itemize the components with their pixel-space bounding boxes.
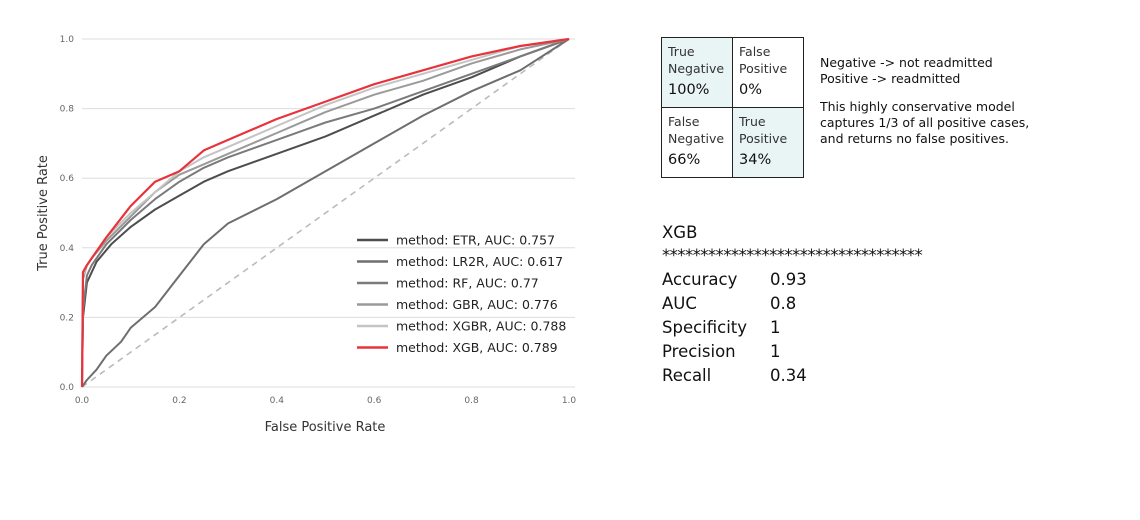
legend-label: method: XGB, AUC: 0.789 (396, 340, 558, 355)
legend-label: method: GBR, AUC: 0.776 (396, 297, 558, 312)
cm-cell-true-negative: True Negative 100% (661, 37, 733, 108)
roc-curve-6 (80, 37, 570, 388)
metric-value: 1 (770, 342, 781, 361)
note-negative: Negative -> not readmitted (820, 55, 993, 70)
y-tick-label: 0.6 (60, 174, 75, 184)
model-title: XGB (662, 223, 698, 242)
note-positive: Positive -> readmitted (820, 71, 961, 86)
roc-curve-1 (81, 38, 570, 388)
cm-label: False Positive (739, 44, 788, 76)
metric-name: Specificity (662, 318, 748, 337)
metric-row: AUC 0.8 (662, 292, 807, 316)
x-axis-title: False Positive Rate (265, 420, 386, 435)
y-tick-label: 1.0 (60, 35, 75, 45)
x-tick-label: 0.8 (464, 396, 479, 406)
note-summary: This highly conservative model captures … (820, 99, 1030, 146)
legend-label: method: XGBR, AUC: 0.788 (396, 319, 566, 334)
metric-row: Precision 1 (662, 340, 807, 364)
roc-curves (80, 37, 570, 388)
chance-diagonal-line (81, 38, 570, 388)
y-tick-label: 0.0 (60, 383, 75, 393)
x-tick-label: 0.4 (270, 396, 285, 406)
legend-label: method: LR2R, AUC: 0.617 (396, 254, 563, 269)
legend-label: method: RF, AUC: 0.77 (396, 276, 539, 291)
metric-name: Precision (662, 342, 736, 361)
cm-value: 0% (739, 82, 763, 98)
y-tick-label: 0.8 (60, 105, 75, 115)
y-axis-title: True Positive Rate (36, 155, 51, 272)
roc-curve-3 (81, 38, 570, 388)
cm-value: 66% (668, 152, 701, 168)
cm-value: 100% (668, 82, 710, 98)
metric-name: Recall (662, 366, 712, 385)
cm-cell-false-positive: False Positive 0% (732, 37, 804, 108)
legend-label: method: ETR, AUC: 0.757 (396, 233, 555, 248)
cm-value: 34% (739, 152, 772, 168)
x-tick-label: 1.0 (562, 396, 577, 406)
axis-ticks: 0.0 0.2 0.4 0.6 0.8 1.0 0.0 0.2 0.4 0.6 0.8 1.0 (60, 35, 577, 406)
roc-chart: 0.0 0.2 0.4 0.6 0.8 1.0 0.0 0.2 0.4 0.6 0.8 1.0 Fal… (36, 35, 577, 435)
metric-value: 0.93 (770, 270, 807, 289)
cm-label: False Negative (668, 114, 725, 146)
confusion-matrix: True Negative 100% False Positive 0% Fal… (661, 37, 804, 178)
cm-label: True Negative (668, 44, 725, 76)
roc-curve-2 (81, 38, 570, 388)
x-tick-label: 0.6 (367, 396, 382, 406)
y-tick-label: 0.4 (60, 244, 75, 254)
metric-value: 0.8 (770, 294, 797, 313)
y-tick-label: 0.2 (60, 313, 74, 323)
metric-name: AUC (662, 294, 697, 313)
metric-name: Accuracy (662, 270, 738, 289)
cm-label: True Positive (739, 114, 788, 146)
metrics-table: Accuracy 0.93 AUC 0.8 Specificity 1 Prec… (662, 268, 807, 388)
metric-row: Recall 0.34 (662, 364, 807, 388)
cm-cell-true-positive: True Positive 34% (732, 107, 804, 178)
metric-row: Accuracy 0.93 (662, 268, 807, 292)
x-tick-label: 0.0 (75, 396, 90, 406)
chart-legend: method: ETR, AUC: 0.757 method: LR2R, AUC… (357, 233, 566, 355)
metric-row: Specificity 1 (662, 316, 807, 340)
x-tick-label: 0.2 (172, 396, 186, 406)
metric-value: 0.34 (770, 366, 807, 385)
cm-cell-false-negative: False Negative 66% (661, 107, 733, 178)
separator-line: ********************************** (662, 246, 923, 265)
class-notes: Negative -> not readmitted Positive -> r… (820, 55, 1050, 147)
metric-value: 1 (770, 318, 781, 337)
metrics-panel: XGB ********************************** A… (662, 222, 923, 388)
